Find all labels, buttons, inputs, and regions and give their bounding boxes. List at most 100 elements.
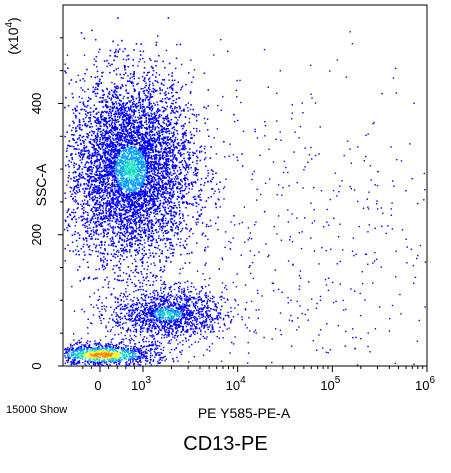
data-point: [67, 225, 69, 227]
data-point: [101, 360, 103, 362]
data-point: [116, 352, 118, 354]
data-point: [91, 354, 93, 356]
data-point: [95, 354, 97, 356]
data-point: [150, 344, 152, 346]
data-point: [64, 348, 66, 351]
data-point: [153, 133, 156, 135]
data-point: [89, 360, 92, 362]
data-point: [121, 125, 123, 127]
data-point: [96, 348, 98, 350]
data-point: [172, 361, 175, 363]
data-point: [113, 362, 115, 364]
data-point: [77, 360, 79, 363]
data-point: [129, 356, 131, 358]
data-point: [119, 217, 121, 219]
data-point: [105, 349, 107, 351]
data-point: [112, 346, 115, 348]
data-point: [122, 58, 125, 60]
data-point: [137, 168, 140, 170]
data-point: [195, 114, 198, 116]
data-point: [126, 152, 129, 154]
data-point: [78, 349, 81, 351]
data-point: [168, 182, 170, 185]
data-point: [98, 153, 100, 155]
data-point: [90, 351, 92, 353]
data-point: [72, 351, 74, 353]
data-point: [154, 203, 156, 205]
data-point: [131, 164, 134, 167]
data-point: [111, 357, 113, 359]
data-point: [110, 346, 112, 348]
data-point: [78, 361, 80, 363]
data-point: [139, 359, 141, 362]
data-point: [84, 359, 87, 361]
data-point: [102, 149, 104, 151]
data-point: [161, 145, 163, 147]
data-point: [89, 358, 91, 360]
data-point: [126, 356, 129, 358]
data-point: [140, 353, 142, 355]
data-point: [99, 356, 102, 359]
data-point: [159, 354, 161, 356]
data-point: [146, 352, 148, 354]
data-point: [110, 355, 112, 358]
data-point: [66, 360, 68, 362]
data-point: [95, 349, 97, 352]
data-point: [123, 357, 126, 360]
data-point: [139, 350, 141, 352]
data-point: [133, 355, 135, 358]
data-point: [73, 353, 75, 356]
data-point: [126, 135, 128, 137]
data-point: [109, 346, 111, 349]
data-point: [149, 356, 152, 358]
data-point: [188, 346, 190, 348]
data-point: [97, 343, 99, 345]
data-point: [118, 343, 120, 345]
data-point: [110, 351, 112, 354]
data-point: [129, 278, 132, 280]
data-point: [149, 350, 151, 352]
data-point: [193, 356, 196, 358]
data-point: [132, 357, 135, 359]
data-point: [148, 207, 150, 210]
data-point: [138, 355, 140, 358]
data-point: [107, 180, 109, 182]
data-point: [187, 102, 190, 104]
data-point: [136, 348, 138, 351]
data-point: [78, 346, 80, 349]
data-point: [109, 347, 112, 349]
data-point: [112, 168, 114, 170]
data-point: [144, 352, 146, 355]
data-point: [73, 352, 75, 354]
data-point: [162, 357, 164, 359]
data-point: [65, 350, 67, 352]
data-point: [134, 275, 136, 278]
data-point: [104, 345, 107, 347]
data-point: [72, 357, 75, 359]
data-point: [180, 179, 182, 182]
data-point: [149, 354, 152, 357]
data-point: [105, 160, 107, 162]
data-point: [77, 357, 79, 359]
data-point: [69, 344, 72, 346]
data-point: [105, 361, 108, 363]
data-point: [100, 348, 103, 350]
data-point: [115, 359, 118, 361]
data-point: [96, 214, 99, 216]
data-point: [146, 345, 148, 347]
data-point: [87, 351, 89, 353]
data-point: [144, 121, 146, 124]
data-point: [129, 194, 131, 196]
data-point: [180, 353, 183, 355]
data-point: [111, 343, 113, 346]
data-point: [93, 363, 95, 366]
data-point: [88, 344, 91, 346]
data-point: [109, 364, 111, 366]
data-point: [141, 258, 143, 261]
data-point: [76, 357, 78, 359]
data-point: [95, 125, 98, 127]
data-point: [127, 364, 129, 367]
data-point: [118, 360, 120, 363]
data-point: [140, 345, 142, 348]
data-point: [144, 351, 146, 353]
